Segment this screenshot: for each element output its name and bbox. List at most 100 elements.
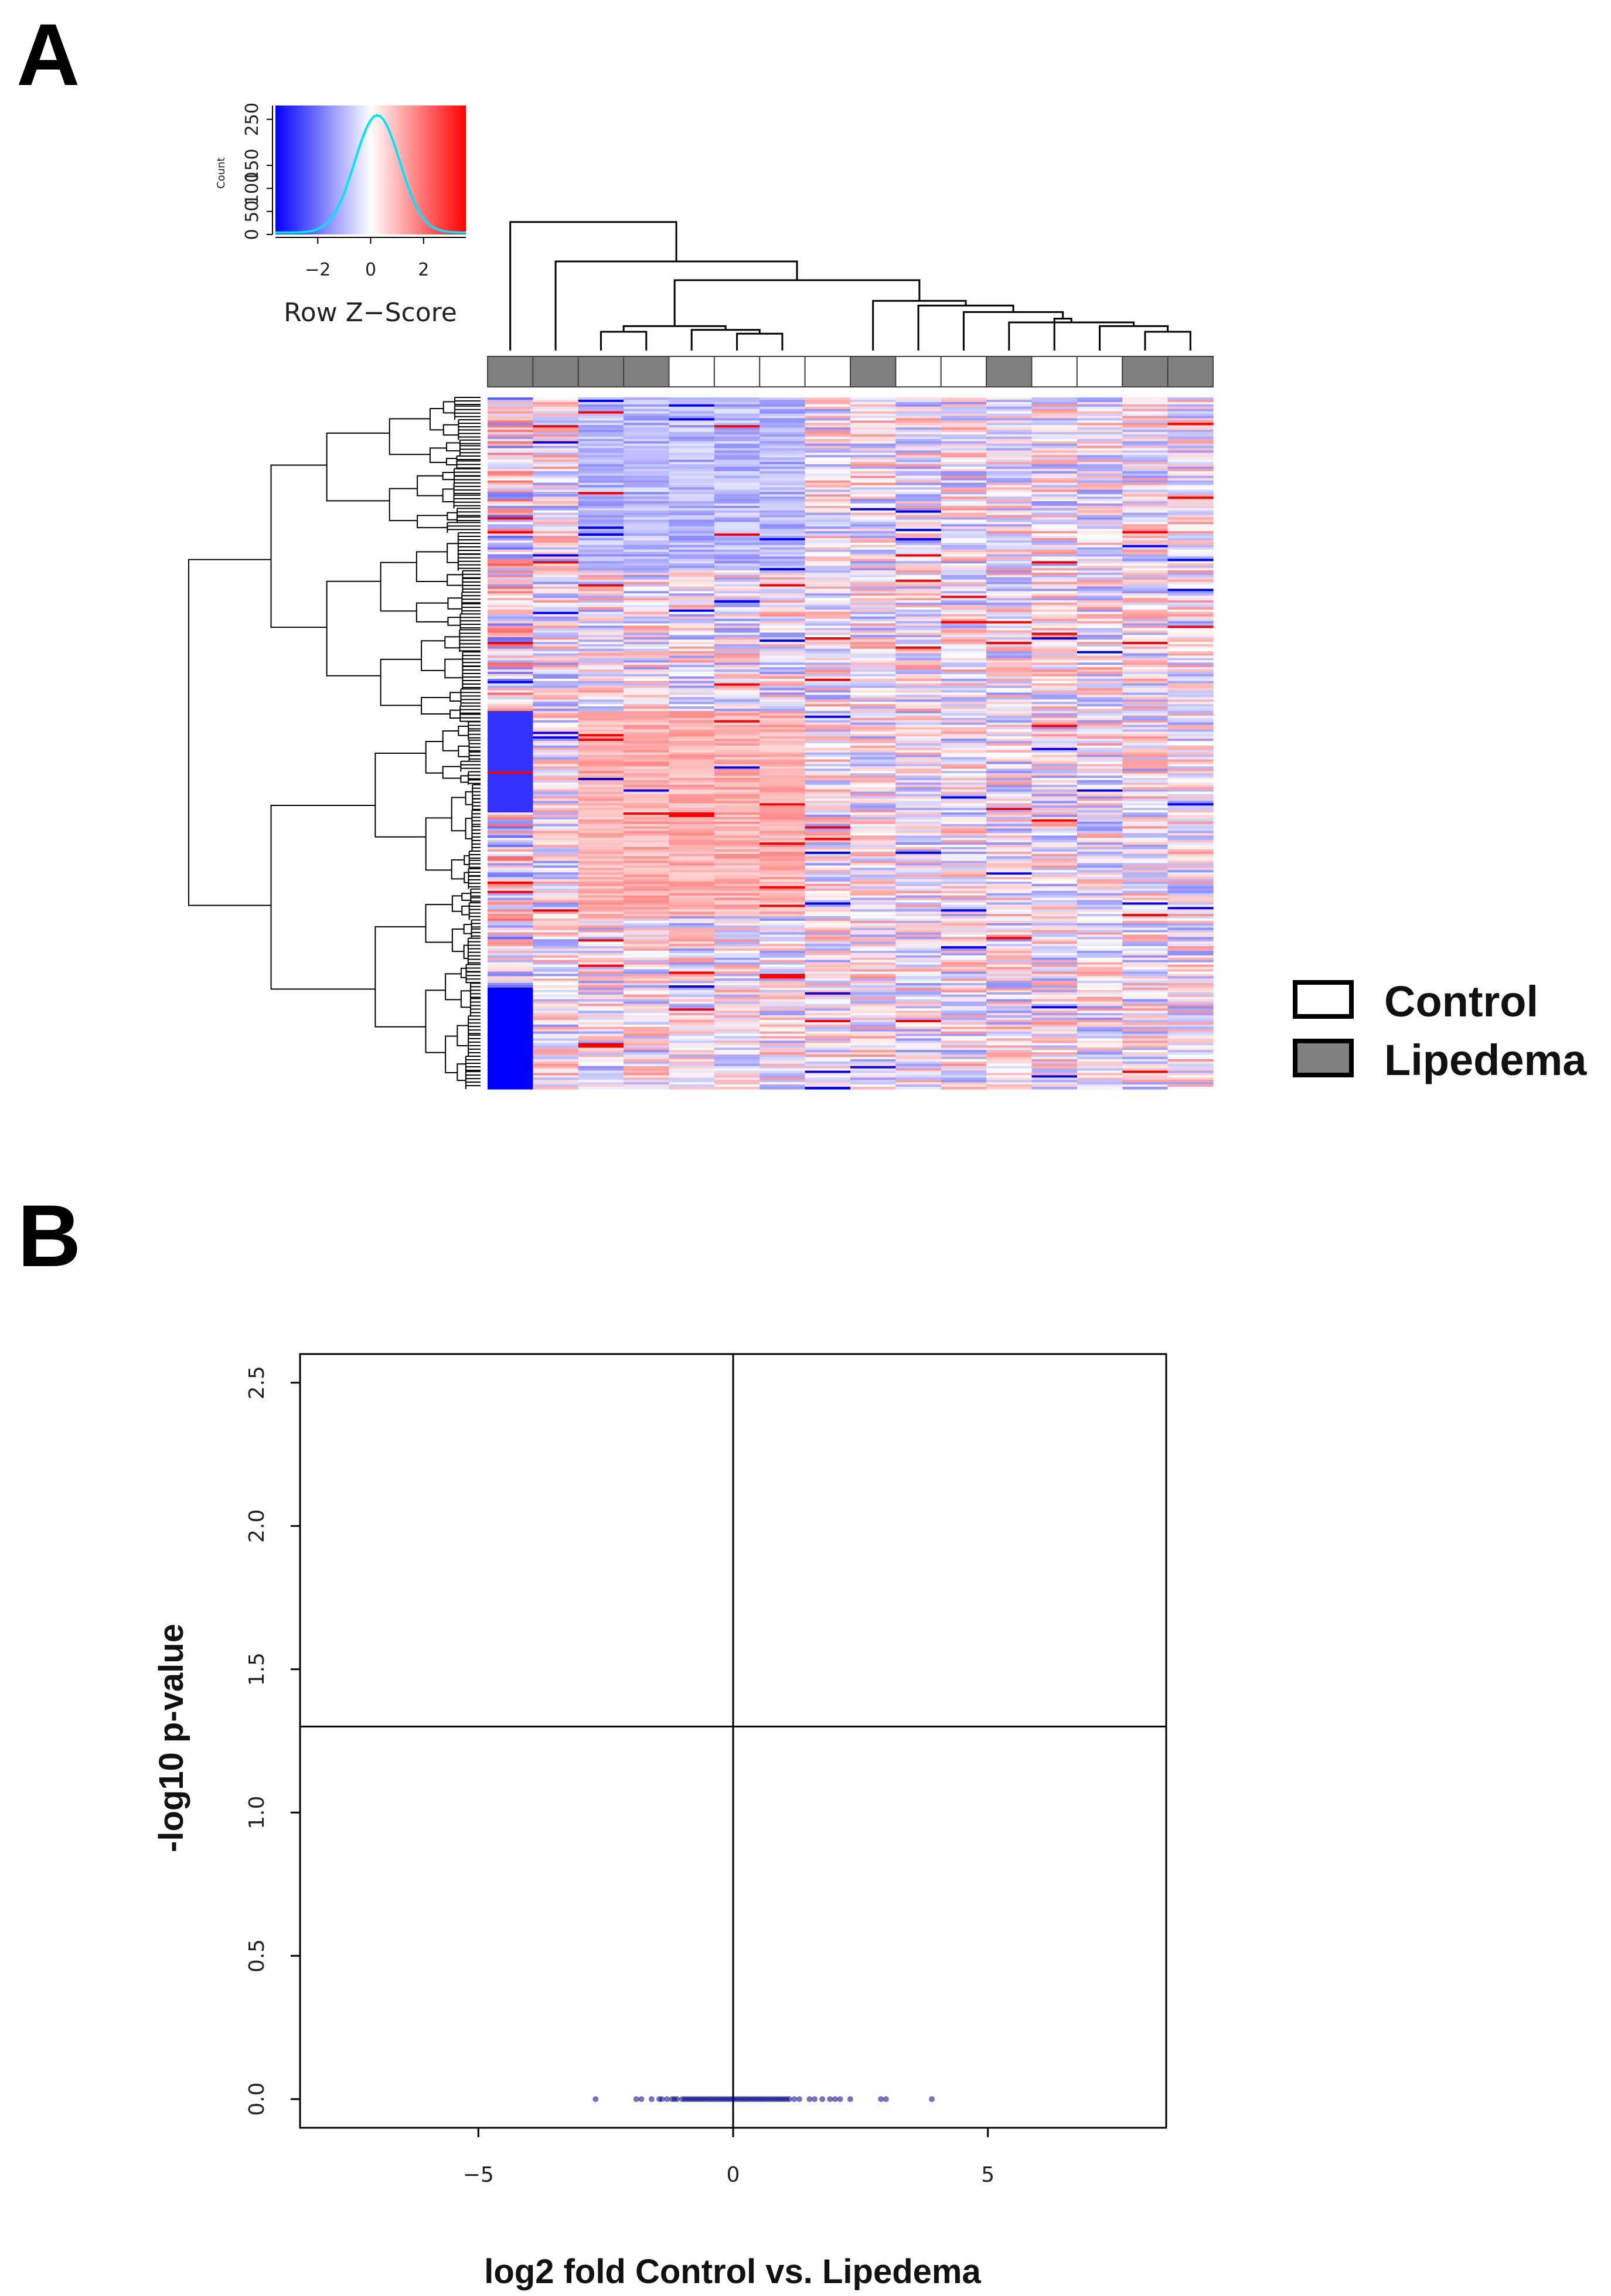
heatmap-cell	[714, 430, 760, 433]
heatmap-cell	[488, 828, 533, 832]
heatmap-cell	[714, 734, 760, 737]
heatmap-cell	[1031, 660, 1078, 663]
heatmap-cell	[488, 879, 533, 882]
heatmap-cell	[895, 542, 942, 546]
heatmap-cell	[1167, 538, 1214, 541]
heatmap-cell	[759, 448, 806, 451]
heatmap-cell	[986, 787, 1033, 790]
heatmap-cell	[850, 747, 896, 751]
heatmap-cell	[941, 1063, 987, 1067]
heatmap-cell	[533, 828, 579, 832]
heatmap-cell	[895, 533, 942, 536]
heatmap-cell	[488, 863, 533, 866]
heatmap-cell	[986, 448, 1033, 451]
heatmap-cell	[488, 918, 533, 921]
heatmap-cell	[533, 1047, 579, 1050]
heatmap-cell	[986, 549, 1033, 553]
heatmap-cell	[714, 976, 760, 979]
heatmap-cell	[850, 930, 896, 933]
heatmap-cell	[1167, 589, 1214, 591]
heatmap-cell	[805, 561, 851, 564]
heatmap-cell	[669, 545, 715, 548]
heatmap-cell	[488, 761, 533, 764]
heatmap-cell	[941, 618, 987, 622]
heatmap-cell	[714, 674, 760, 677]
heatmap-cell	[759, 515, 806, 518]
heatmap-cell	[941, 1022, 987, 1025]
heatmap-cell	[850, 501, 896, 504]
heatmap-cell	[714, 1070, 760, 1074]
sample-group-bar	[487, 356, 1214, 387]
heatmap-cell	[578, 768, 624, 771]
heatmap-cell	[850, 764, 896, 767]
heatmap-cell	[1031, 397, 1078, 400]
heatmap-cell	[714, 678, 760, 682]
heatmap-cell	[986, 512, 1033, 516]
heatmap-cell	[850, 1080, 896, 1083]
sample-group-cell	[940, 356, 987, 387]
heatmap-cell	[986, 614, 1033, 617]
heatmap-cell	[714, 937, 760, 940]
heatmap-cell	[488, 563, 533, 566]
heatmap-cell	[1122, 658, 1169, 661]
heatmap-cell	[533, 909, 579, 912]
heatmap-cell	[533, 1084, 579, 1087]
heatmap-cell	[1122, 732, 1169, 734]
heatmap-cell	[1167, 524, 1214, 527]
heatmap-cell	[986, 895, 1033, 899]
heatmap-cell	[624, 759, 670, 763]
heatmap-cell	[669, 766, 715, 769]
heatmap-cell	[578, 538, 624, 541]
heatmap-cell	[488, 621, 533, 624]
heatmap-cell	[714, 640, 760, 642]
heatmap-cell	[1031, 736, 1078, 739]
sample-group-cell	[850, 356, 897, 387]
heatmap-cell	[850, 655, 896, 659]
heatmap-cell	[669, 660, 715, 663]
heatmap-cell	[941, 794, 987, 797]
heatmap-cell	[895, 581, 942, 585]
heatmap-cell	[578, 1077, 624, 1080]
heatmap-cell	[1031, 702, 1078, 705]
heatmap-cell	[1077, 478, 1123, 481]
heatmap-cell	[488, 667, 533, 670]
heatmap-cell	[895, 397, 942, 400]
heatmap-cell	[895, 574, 942, 578]
heatmap-cell	[1122, 697, 1169, 700]
heatmap-cell	[759, 540, 806, 543]
heatmap-cell	[488, 533, 533, 536]
heatmap-cell	[1077, 438, 1123, 442]
heatmap-cell	[850, 736, 896, 739]
heatmap-cell	[986, 457, 1033, 460]
heatmap-cell	[488, 494, 533, 497]
heatmap-cell	[624, 651, 670, 654]
heatmap-cell	[624, 1063, 670, 1067]
heatmap-cell	[986, 517, 1033, 521]
heatmap-cell	[714, 863, 760, 866]
heatmap-cell	[488, 658, 533, 661]
heatmap-cell	[941, 460, 987, 462]
heatmap-cell	[805, 630, 851, 633]
heatmap-cell	[488, 665, 533, 668]
heatmap-cell	[986, 676, 1033, 679]
heatmap-cell	[986, 937, 1033, 940]
heatmap-cell	[986, 496, 1033, 499]
heatmap-cell	[986, 628, 1033, 631]
heatmap-cell	[986, 681, 1033, 684]
heatmap-cell	[805, 648, 851, 652]
heatmap-cell	[986, 798, 1033, 801]
heatmap-cell	[941, 736, 987, 739]
heatmap-cell	[759, 662, 806, 665]
heatmap-cell	[805, 690, 851, 693]
heatmap-cell	[669, 1070, 715, 1074]
heatmap-cell	[1031, 1033, 1078, 1037]
heatmap-cell	[624, 964, 670, 968]
heatmap-cell	[805, 621, 851, 624]
heatmap-cell	[805, 710, 851, 714]
heatmap-cell	[986, 932, 1033, 936]
heatmap-cell	[578, 883, 624, 887]
heatmap-cell	[1031, 916, 1078, 919]
heatmap-cell	[986, 662, 1033, 665]
heatmap-cell	[805, 600, 851, 603]
heatmap-cell	[986, 909, 1033, 912]
